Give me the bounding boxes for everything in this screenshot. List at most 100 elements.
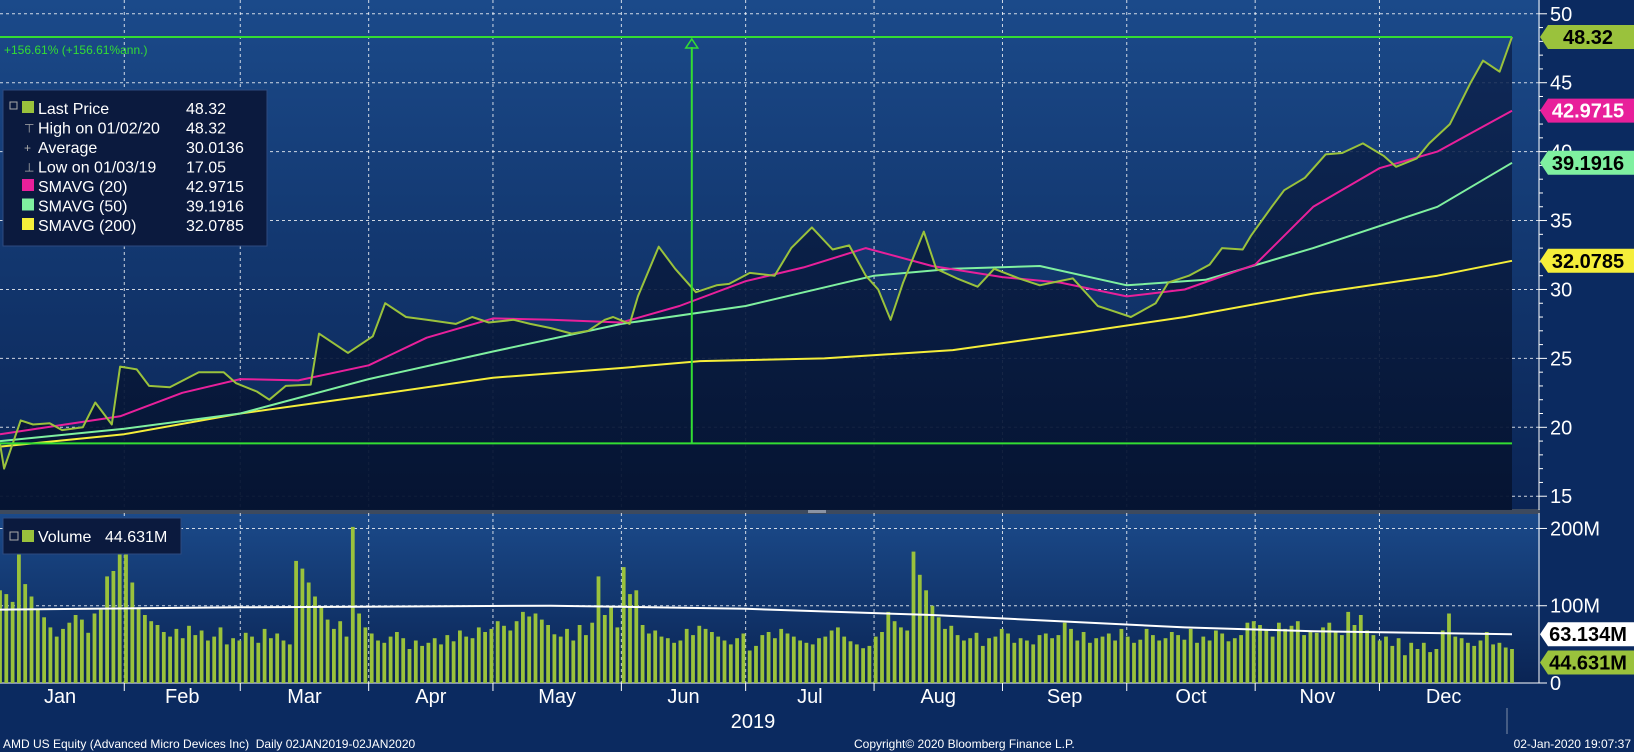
price-area — [0, 36, 1512, 511]
volume-bar — [1195, 642, 1199, 683]
footer-timestamp: 02-Jan-2020 19:07:37 — [1514, 737, 1632, 751]
volume-bar — [785, 633, 790, 683]
sma50-line — [0, 161, 1513, 443]
volume-bar — [1226, 641, 1231, 683]
legend-label: High on 01/02/20 — [38, 121, 160, 138]
volume-bar — [275, 633, 280, 683]
volume-bar — [754, 645, 758, 683]
volume-bar — [836, 627, 840, 683]
volume-bar — [1365, 630, 1369, 683]
volume-bar — [451, 641, 456, 683]
volume-bar — [470, 638, 475, 683]
xaxis-month-label: Jan — [44, 686, 76, 708]
volume-bar — [1447, 613, 1451, 683]
volume-bar — [54, 636, 59, 683]
volume-bar — [521, 611, 525, 683]
legend-swatch — [22, 179, 34, 191]
volume-bar — [703, 628, 708, 683]
legend-marker-icon: ⊥ — [24, 161, 34, 175]
volume-bar — [911, 551, 916, 683]
volume-bar — [1472, 645, 1477, 683]
xaxis-month-label: Sep — [1047, 686, 1083, 708]
volume-legend[interactable]: Volume 44.631M — [2, 517, 182, 555]
volume-bar — [86, 632, 91, 683]
value-tag-bg — [1540, 248, 1634, 273]
volume-bar — [80, 619, 84, 683]
legend-row[interactable]: SMAVG (50) 39.1916 — [22, 198, 244, 216]
volume-bar — [1270, 636, 1275, 683]
volume-bar — [943, 628, 947, 683]
volume-bar — [628, 594, 632, 683]
legend-expand-icon[interactable] — [9, 101, 18, 110]
volume-bar — [609, 605, 613, 683]
volume-bar — [420, 645, 424, 683]
volume-bar — [779, 628, 784, 683]
volume-bar — [987, 638, 991, 683]
volume-bar — [1214, 630, 1218, 683]
legend-value: 48.32 — [186, 121, 226, 138]
volume-bar — [256, 642, 261, 683]
volume-tick-label: 200M — [1550, 518, 1600, 540]
volume-bar — [395, 632, 399, 683]
series-lines — [0, 36, 1513, 470]
legend-row[interactable]: ⊤ High on 01/02/20 48.32 — [24, 121, 226, 138]
legend-row[interactable]: + Average 30.0136 — [24, 140, 244, 157]
legend-marker-icon: ⊤ — [24, 122, 34, 136]
volume-bar — [1100, 636, 1105, 683]
volume-bar — [237, 640, 242, 683]
volume-bar — [1119, 628, 1124, 683]
volume-bar — [602, 615, 607, 683]
volume-bar — [401, 638, 406, 683]
volume-bar — [187, 625, 191, 683]
volume-bar — [332, 628, 336, 683]
value-tag-bg — [1540, 650, 1634, 675]
volume-bar — [325, 619, 330, 683]
value-tag-text: 63.134M — [1549, 624, 1627, 646]
volume-bar — [1050, 638, 1054, 683]
volume-bar — [382, 642, 387, 683]
volume-bar — [193, 635, 198, 683]
volume-bar — [231, 638, 235, 683]
volume-bar — [388, 636, 393, 683]
volume-bar — [143, 615, 147, 683]
price-legend[interactable]: Last Price 48.32 ⊤ High on 01/02/20 48.32 + Av… — [2, 89, 268, 247]
volume-bar — [678, 640, 683, 683]
legend-row[interactable]: SMAVG (20) 42.9715 — [22, 179, 244, 196]
volume-bar — [760, 635, 765, 683]
legend-label: SMAVG (20) — [38, 179, 128, 196]
volume-bar — [1132, 642, 1136, 683]
volume-bar — [111, 571, 116, 683]
volume-bar — [363, 627, 368, 683]
volume-bar — [653, 630, 658, 683]
volume-bar — [1478, 640, 1483, 683]
volume-bar — [1012, 642, 1017, 683]
legend-row[interactable]: ⊥ Low on 01/03/19 17.05 — [24, 160, 226, 177]
legend-row[interactable]: Last Price 48.32 — [9, 101, 226, 118]
divider-handle[interactable] — [808, 510, 826, 513]
volume-bar — [829, 630, 834, 683]
volume-bar — [1006, 633, 1010, 683]
price-area-fill — [0, 36, 1512, 511]
legend-row[interactable]: SMAVG (200) 32.0785 — [22, 218, 244, 235]
xaxis-month-label: May — [538, 686, 576, 708]
value-tag-bg — [1540, 24, 1634, 49]
volume-legend-expand-icon[interactable] — [9, 531, 19, 541]
xaxis-month-label: Nov — [1300, 686, 1336, 708]
volume-bar — [1258, 625, 1262, 683]
volume-bar — [350, 526, 355, 683]
volume-bar — [892, 621, 897, 683]
volume-bar — [413, 640, 418, 683]
volume-bar — [905, 630, 910, 683]
volume-bar — [1358, 615, 1363, 683]
value-tag: 48.32 — [1540, 24, 1634, 49]
legend-value: 17.05 — [186, 160, 226, 177]
volume-bar — [999, 628, 1004, 683]
volume-bar — [949, 625, 954, 683]
volume-bar — [1056, 635, 1061, 683]
price-tick-label: 45 — [1550, 73, 1572, 95]
volume-bar — [149, 621, 154, 683]
volume-bar — [861, 648, 865, 683]
price-tick-label: 20 — [1550, 417, 1572, 439]
volume-bar — [514, 621, 519, 683]
legend-label: Low on 01/03/19 — [38, 160, 156, 177]
